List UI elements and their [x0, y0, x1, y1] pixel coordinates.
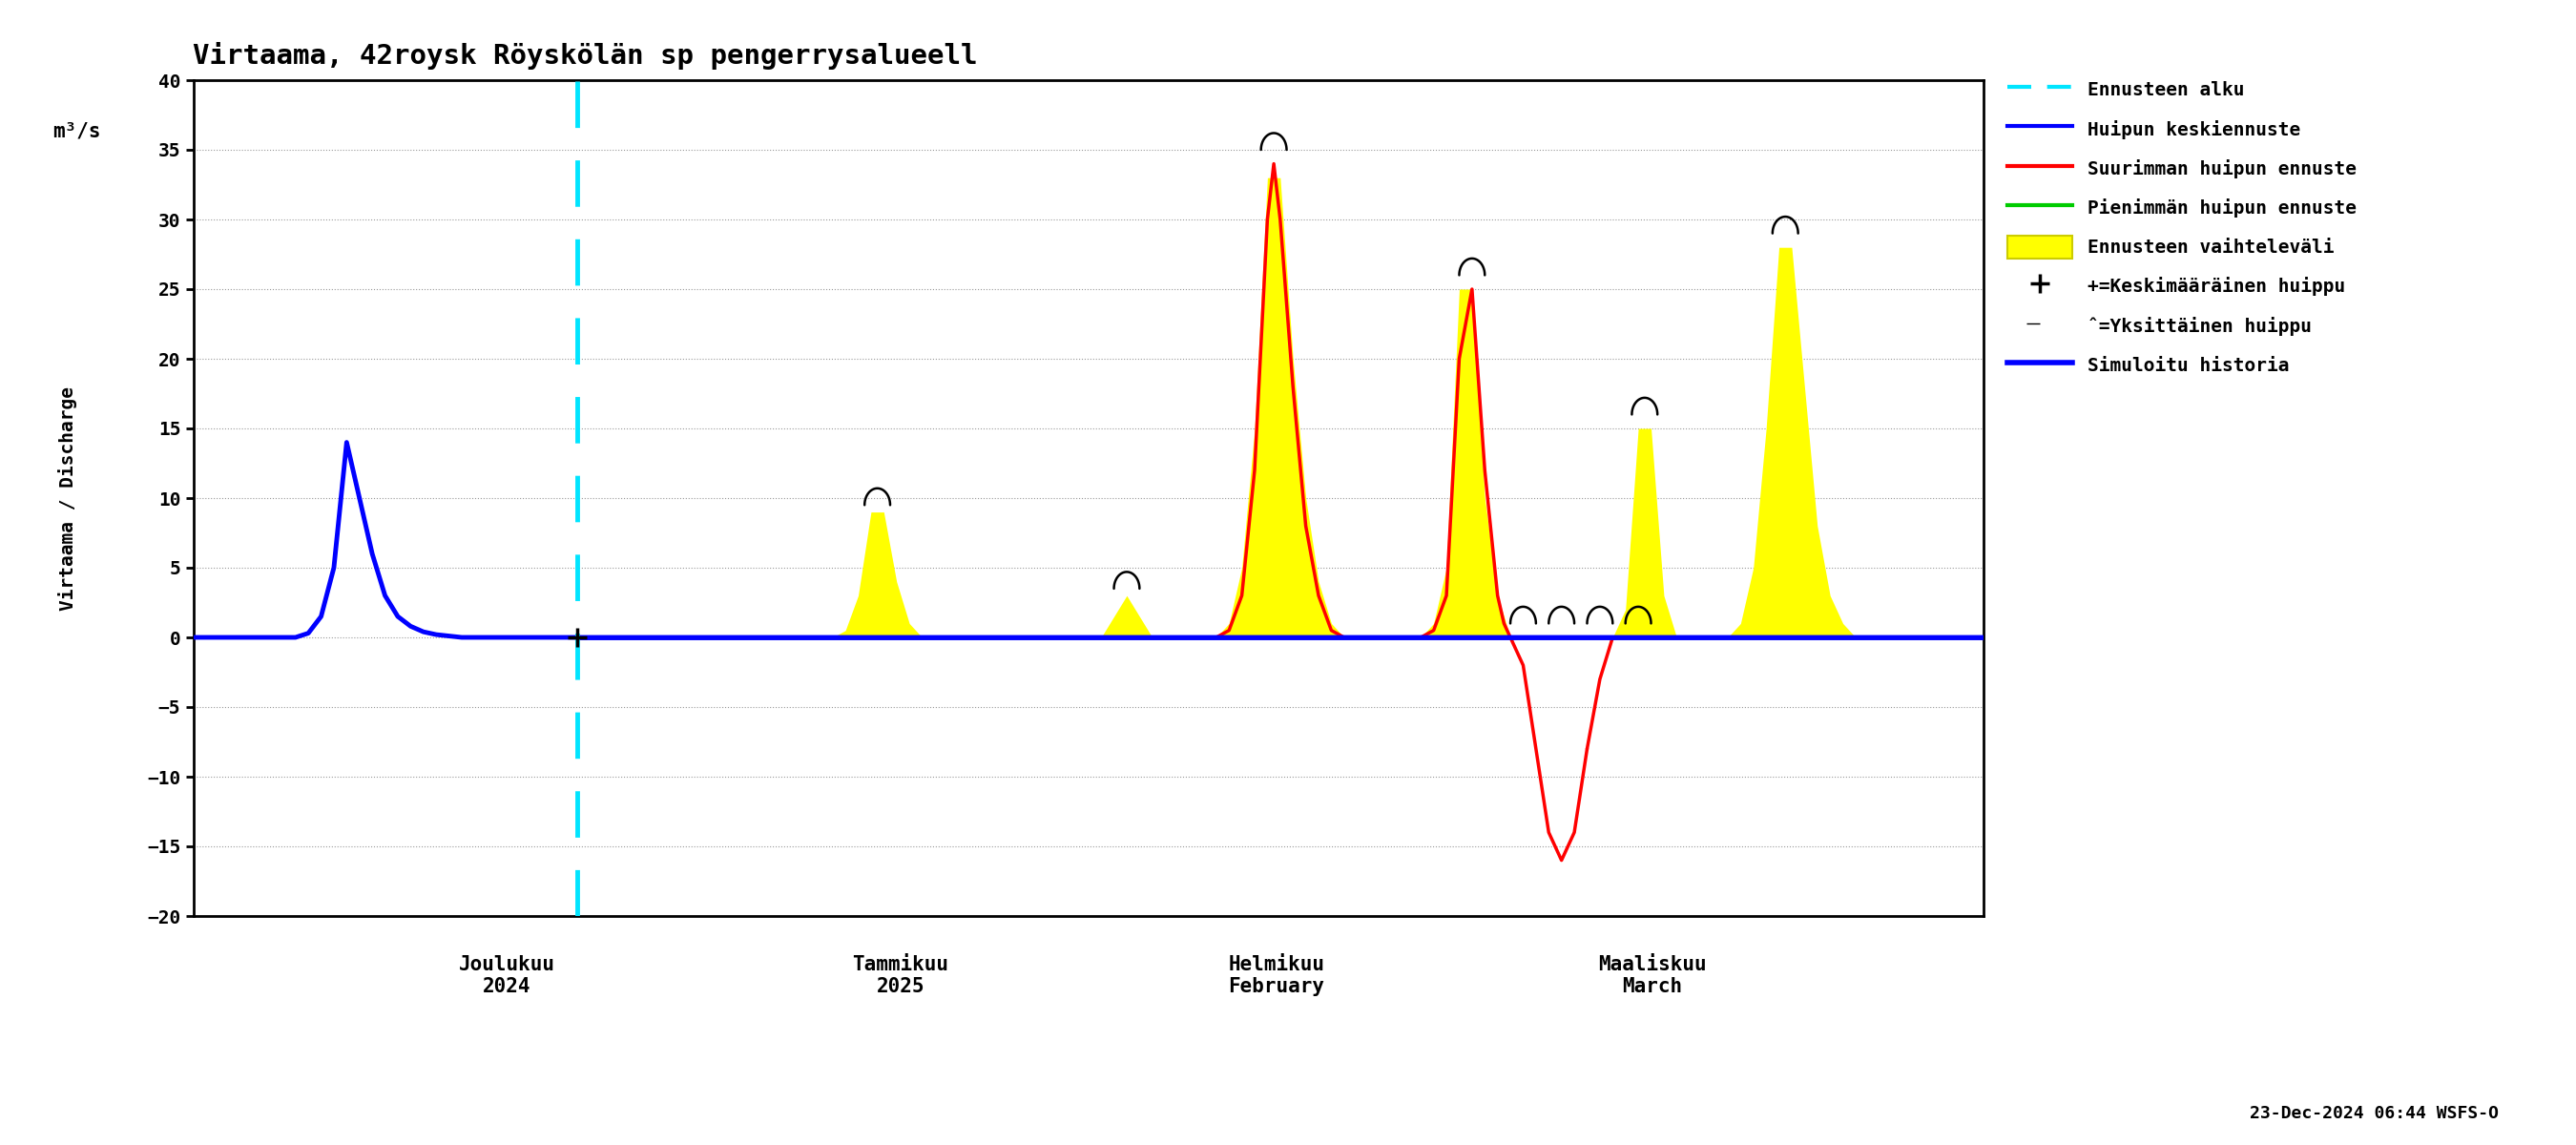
Legend: Ennusteen alku, Huipun keskiennuste, Suurimman huipun ennuste, Pienimmän huipun : Ennusteen alku, Huipun keskiennuste, Suu…: [2002, 73, 2362, 381]
Text: 23-Dec-2024 06:44 WSFS-O: 23-Dec-2024 06:44 WSFS-O: [2249, 1105, 2499, 1122]
Text: Virtaama, 42roysk Röyskölän sp pengerrysalueell: Virtaama, 42roysk Röyskölän sp pengerrys…: [193, 42, 979, 70]
Text: Helmikuu
February: Helmikuu February: [1229, 955, 1324, 996]
Text: Maaliskuu
March: Maaliskuu March: [1597, 955, 1705, 996]
Text: Tammikuu
2025: Tammikuu 2025: [853, 955, 948, 996]
Text: Virtaama / Discharge: Virtaama / Discharge: [59, 386, 77, 610]
Text: Joulukuu
2024: Joulukuu 2024: [459, 955, 554, 996]
Text: m³/s: m³/s: [52, 123, 100, 141]
